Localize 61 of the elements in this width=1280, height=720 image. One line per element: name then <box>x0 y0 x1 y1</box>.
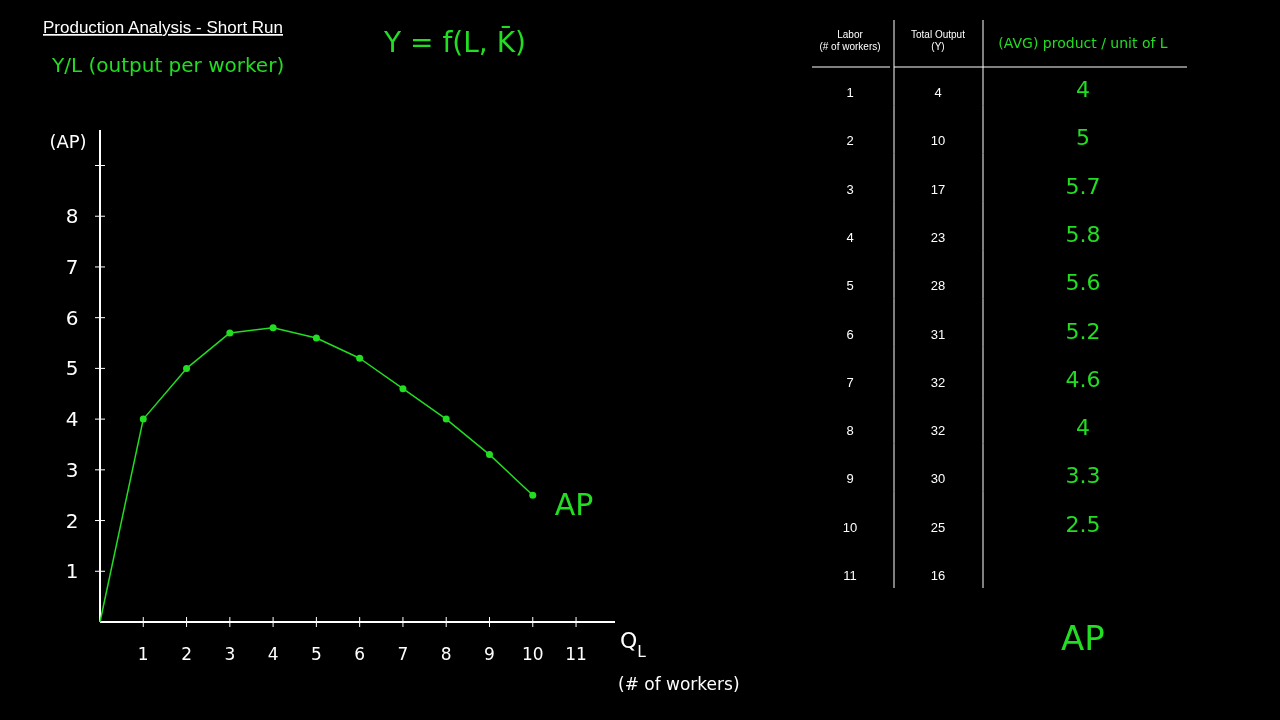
data-label: 5 <box>1076 125 1090 151</box>
x-tick-label: 10 <box>521 644 544 664</box>
y-tick-label: 3 <box>846 181 854 197</box>
y-tick-label: 10 <box>842 519 858 535</box>
y-axis-title: (AP) <box>49 131 87 152</box>
data-label: 4 <box>934 85 942 100</box>
data-label: 4.6 <box>1065 366 1101 392</box>
data-label: 31 <box>930 326 946 342</box>
x-tick-label: (AVG) product / unit of L <box>998 35 1168 51</box>
data-label: 30 <box>930 471 946 487</box>
y-tick-label: 2 <box>846 133 854 149</box>
y-axis-title: Labor (# of workers) <box>819 29 881 52</box>
data-label: 5.2 <box>1065 318 1101 344</box>
data-label: 4 <box>1076 77 1090 102</box>
x-tick-label: 2 <box>181 644 192 664</box>
data-label: 2.5 <box>1065 511 1101 537</box>
y-tick-label: 6 <box>846 326 854 342</box>
y-tick-label: 4 <box>65 407 79 432</box>
data-label: 4 <box>1076 415 1090 441</box>
x-tick-label: Total Output (Y) <box>911 29 966 52</box>
y-tick-label: 2 <box>65 508 79 533</box>
data-label: 32 <box>930 374 946 390</box>
text: Y = f(L, K̄) <box>383 24 526 59</box>
data-label: 5.6 <box>1065 270 1101 296</box>
y-tick-label: 11 <box>843 568 857 583</box>
data-label: 10 <box>930 133 946 149</box>
x-tick-label: 6 <box>354 644 366 664</box>
data-label: 23 <box>930 229 946 245</box>
data-label: 25 <box>930 519 946 535</box>
data-label: 16 <box>930 568 946 583</box>
x-axis-title: Q$_{L}$ (# of workers) <box>618 628 740 694</box>
y-tick-label: 8 <box>65 204 79 229</box>
y-tick-label: 6 <box>65 305 79 330</box>
y-tick-label: 7 <box>846 374 854 390</box>
y-tick-label: 1 <box>65 559 79 584</box>
text: AP <box>1061 618 1105 658</box>
x-tick-label: 5 <box>310 644 322 664</box>
x-tick-label: 3 <box>224 644 236 664</box>
y-tick-label: 7 <box>65 254 79 279</box>
x-tick-label: 11 <box>565 644 587 664</box>
text: Y/L (output per worker) <box>51 53 285 77</box>
x-tick-label: 8 <box>440 644 452 664</box>
data-label: 5.7 <box>1065 173 1101 199</box>
x-tick-label: 1 <box>137 644 149 664</box>
y-tick-label: 1 <box>846 85 854 100</box>
data-label: 32 <box>930 423 946 439</box>
series-label: AP <box>554 487 594 523</box>
y-tick-label: 4 <box>846 229 854 245</box>
y-tick-label: 9 <box>846 471 854 487</box>
data-label: 17 <box>930 181 946 197</box>
x-tick-label: 7 <box>397 644 409 664</box>
x-tick-label: 9 <box>484 644 495 664</box>
y-tick-label: 8 <box>846 423 854 439</box>
x-tick-label: 4 <box>267 644 279 664</box>
data-label: 3.3 <box>1065 463 1101 489</box>
chart-title: Production Analysis - Short Run <box>43 18 284 37</box>
y-tick-label: 3 <box>65 457 79 482</box>
data-label: 28 <box>930 278 946 294</box>
y-tick-label: 5 <box>65 356 79 381</box>
data-label: 5.8 <box>1065 221 1101 247</box>
y-tick-label: 5 <box>846 278 854 294</box>
